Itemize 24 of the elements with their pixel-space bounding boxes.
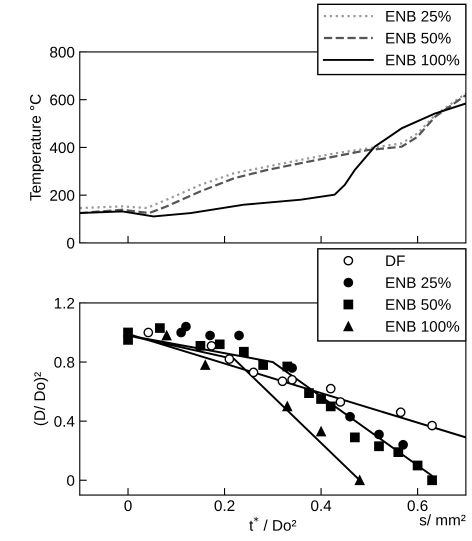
x-tick-label: 0.4 bbox=[311, 500, 332, 512]
y-tick-label: 0.8 bbox=[54, 356, 74, 368]
y-tick-label: 400 bbox=[50, 142, 74, 154]
x-axis-title: t$^{*}$ / Do² bbox=[249, 516, 296, 531]
legend-label: ENB 50% bbox=[386, 299, 451, 310]
legend-label: ENB 50% bbox=[386, 32, 451, 44]
y-tick-label: 1.2 bbox=[54, 298, 74, 308]
y-axis-title: Temperature °C bbox=[30, 94, 44, 201]
legend-label: DF bbox=[386, 256, 405, 266]
legend-label: ENB 100% bbox=[386, 54, 460, 66]
x-tick-label: 0.2 bbox=[214, 500, 234, 512]
y-tick-label: 0 bbox=[67, 238, 74, 249]
legend-label: ENB 100% bbox=[386, 321, 460, 332]
y-axis-title: (D/ Do)² bbox=[34, 372, 48, 426]
x-tick-label: 0.6 bbox=[408, 500, 428, 512]
y-tick-label: 0 bbox=[67, 475, 74, 486]
y-tick-label: 800 bbox=[50, 46, 74, 58]
text: s/ mm² bbox=[420, 514, 466, 526]
legend-label: ENB 25% bbox=[386, 277, 451, 288]
y-tick-label: 0.4 bbox=[54, 416, 74, 427]
x-tick-label: 0 bbox=[124, 500, 132, 512]
legend-label: ENB 25% bbox=[386, 10, 451, 22]
y-tick-label: 200 bbox=[50, 190, 74, 201]
y-tick-label: 600 bbox=[50, 94, 74, 106]
